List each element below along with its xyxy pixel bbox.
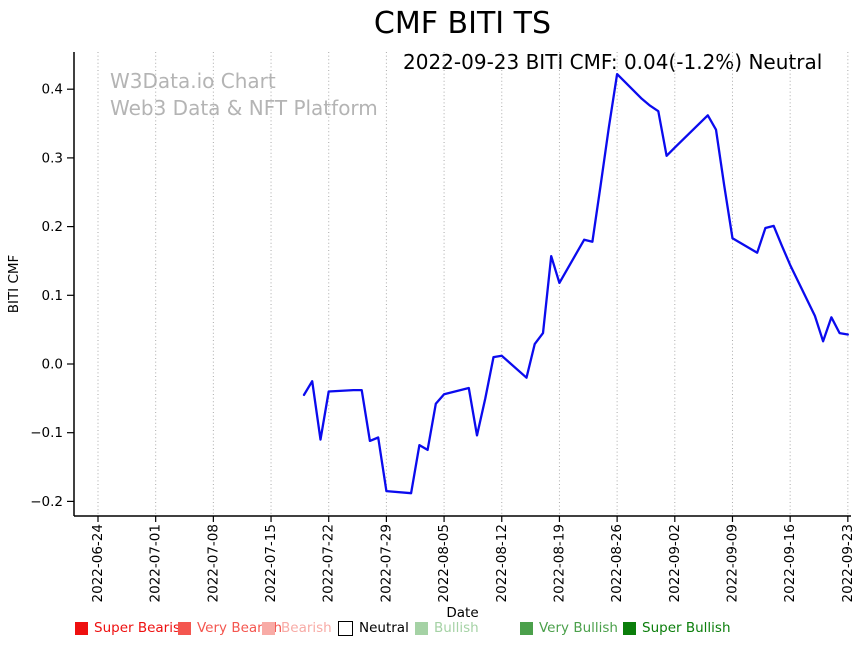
x-tick-label: 2022-08-19: [551, 524, 567, 602]
x-tick-label: 2022-07-15: [263, 524, 279, 602]
cmf-line-series: [302, 72, 849, 495]
x-tick-label: 2022-09-23: [840, 524, 856, 602]
chart-title: CMF BITI TS: [373, 6, 552, 41]
legend-swatch: [338, 620, 353, 636]
legend-label: Super Bearish: [94, 620, 189, 636]
x-tick-label: 2022-09-16: [782, 524, 798, 602]
latest-value-annotation: 2022-09-23 BITI CMF: 0.04(-1.2%) Neutral: [403, 50, 823, 74]
legend-label: Bearish: [281, 620, 332, 636]
legend-swatch: [520, 621, 533, 635]
x-tick-label: 2022-07-01: [148, 524, 164, 602]
legend-swatch: [415, 621, 428, 635]
legend-label: Very Bearish: [197, 620, 283, 636]
legend-item-bullish: Bullish: [415, 620, 479, 636]
legend-item-bearish: Bearish: [262, 620, 332, 636]
legend-label: Bullish: [434, 620, 479, 636]
legend-label: Super Bullish: [642, 620, 731, 636]
x-tick-label: 2022-09-09: [724, 524, 740, 602]
x-tick-label: 2022-07-08: [205, 524, 221, 602]
legend-label: Neutral: [359, 620, 409, 636]
legend-swatch: [262, 621, 275, 635]
legend-item-super-bearish: Super Bearish: [75, 620, 189, 636]
legend-item-neutral: Neutral: [338, 620, 409, 636]
legend-swatch: [623, 621, 636, 635]
x-tick-label: 2022-08-26: [609, 524, 625, 602]
x-tick-label: 2022-07-22: [321, 524, 337, 602]
x-tick-label: 2022-09-02: [667, 524, 683, 602]
y-tick-label: 0.2: [42, 219, 63, 235]
x-tick-label: 2022-06-24: [90, 524, 106, 602]
legend-swatch: [178, 621, 191, 635]
x-axis-label: Date: [446, 605, 479, 621]
x-tick-label: 2022-08-12: [494, 524, 510, 602]
y-tick-label: 0.0: [42, 357, 63, 373]
legend-label: Very Bullish: [539, 620, 618, 636]
legend-item-very-bearish: Very Bearish: [178, 620, 282, 636]
y-tick-label: 0.3: [42, 150, 63, 166]
y-tick-label: −0.1: [30, 425, 63, 441]
x-tick-label: 2022-07-29: [378, 524, 394, 602]
y-tick-label: 0.4: [42, 82, 63, 98]
x-tick-label: 2022-08-05: [436, 524, 452, 602]
legend-item-very-bullish: Very Bullish: [520, 620, 618, 636]
y-tick-label: −0.2: [30, 494, 63, 510]
legend-swatch: [75, 621, 88, 635]
legend-item-super-bullish: Super Bullish: [623, 620, 731, 636]
y-tick-label: 0.1: [42, 288, 63, 304]
